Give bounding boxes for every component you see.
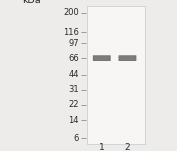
FancyBboxPatch shape: [119, 55, 136, 61]
Text: 6: 6: [73, 134, 79, 143]
Text: 200: 200: [63, 8, 79, 17]
Text: 1: 1: [99, 143, 105, 151]
Text: 22: 22: [68, 100, 79, 109]
Text: 116: 116: [63, 28, 79, 37]
FancyBboxPatch shape: [93, 55, 111, 61]
Text: 97: 97: [68, 39, 79, 48]
FancyBboxPatch shape: [95, 56, 109, 60]
Text: 44: 44: [68, 70, 79, 79]
Text: 66: 66: [68, 54, 79, 63]
Text: 31: 31: [68, 85, 79, 94]
Text: 14: 14: [68, 116, 79, 125]
FancyBboxPatch shape: [120, 56, 135, 60]
Text: 2: 2: [125, 143, 130, 151]
Text: kDa: kDa: [22, 0, 40, 5]
FancyBboxPatch shape: [87, 6, 145, 144]
